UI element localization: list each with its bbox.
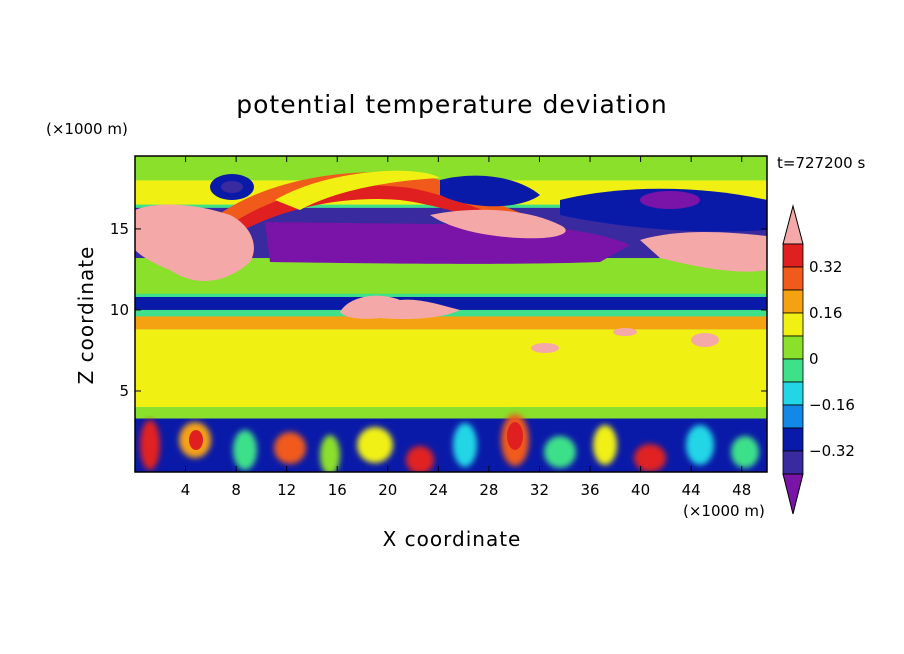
field-band-5 <box>135 316 767 330</box>
x-tick-label: 12 <box>277 481 296 499</box>
surface-warm-plume <box>507 422 523 450</box>
warm-patch-left <box>135 204 254 282</box>
colorbar-box <box>782 243 804 268</box>
colorbar-box <box>782 381 804 406</box>
x-tick-label: 24 <box>429 481 448 499</box>
cold-top-right-2 <box>560 188 767 232</box>
time-label: t=727200 s <box>777 154 865 172</box>
chart-title: potential temperature deviation <box>236 90 667 119</box>
colorbar-box <box>782 358 804 383</box>
field-band-8 <box>135 418 767 472</box>
y-tick-label: 15 <box>110 220 129 238</box>
x-unit-label: (×1000 m) <box>683 502 765 520</box>
warm-blob-38km <box>613 328 637 336</box>
field-features <box>135 170 767 472</box>
x-tick-label: 40 <box>631 481 650 499</box>
warm-blob-10km <box>340 295 460 320</box>
plot-frame <box>134 155 768 473</box>
field-band-4 <box>135 296 767 310</box>
x-tick-label: 36 <box>580 481 599 499</box>
colorbar-box <box>782 289 804 314</box>
y-tick-label: 5 <box>119 382 129 400</box>
colorbar-tick-label: 0 <box>809 350 819 368</box>
colorbar-box <box>782 312 804 337</box>
colorbar-box <box>782 404 804 429</box>
colorbar-extend-max <box>782 204 804 245</box>
x-tick-label: 4 <box>181 481 191 499</box>
plot-area <box>135 156 767 472</box>
warm-arch <box>200 172 560 240</box>
x-axis-title: X coordinate <box>383 527 522 551</box>
x-tick-label: 28 <box>479 481 498 499</box>
warm-blob-30km <box>531 343 559 353</box>
y-axis-title: Z coordinate <box>74 246 98 385</box>
colorbar: 0.32 0.16 0 −0.16 −0.32 <box>782 204 855 515</box>
y-axis: 5 10 15 <box>110 220 767 400</box>
colorbar-tick-label: −0.16 <box>809 396 855 414</box>
x-axis: 4 8 12 16 20 24 28 32 36 40 44 48 <box>181 156 751 499</box>
x-tick-label: 44 <box>682 481 701 499</box>
y-tick-label: 10 <box>110 301 129 319</box>
cold-top-right-core <box>640 191 700 209</box>
cold-top-right <box>440 175 540 207</box>
x-tick-label: 20 <box>378 481 397 499</box>
x-tick-label: 32 <box>530 481 549 499</box>
x-tick-label: 48 <box>732 481 751 499</box>
colorbar-box <box>782 450 804 475</box>
cold-eddy-left-core <box>221 181 243 193</box>
colorbar-extend-min <box>782 473 804 515</box>
colorbar-tick-label: 0.16 <box>809 304 842 322</box>
warm-patch-mid <box>430 209 566 239</box>
warm-blob-44km <box>691 333 719 347</box>
field-band-6 <box>135 329 767 408</box>
warm-patch-right <box>640 232 767 272</box>
colorbar-tick-label: 0.32 <box>809 258 842 276</box>
field-band-7 <box>135 407 767 419</box>
colorbar-box <box>782 427 804 452</box>
surface-warm-plume-2 <box>189 430 203 450</box>
colorbar-box <box>782 266 804 291</box>
x-tick-label: 16 <box>328 481 347 499</box>
colorbar-box <box>782 335 804 360</box>
y-unit-label: (×1000 m) <box>46 120 128 138</box>
yellow-arch <box>275 170 440 210</box>
x-tick-label: 8 <box>231 481 241 499</box>
colorbar-tick-label: −0.32 <box>809 442 855 460</box>
